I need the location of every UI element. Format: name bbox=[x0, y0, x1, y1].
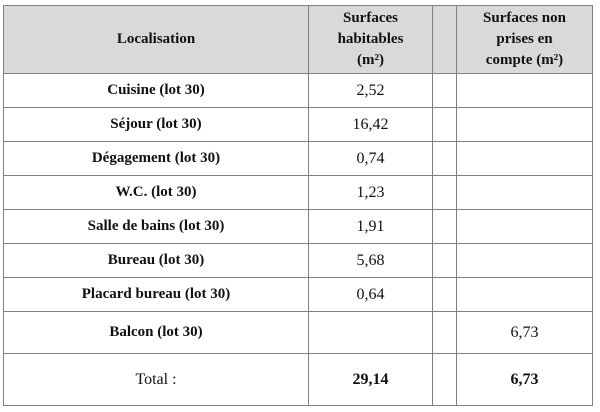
value-cell bbox=[456, 73, 593, 108]
table-row: Total : 29,14 6,73 bbox=[3, 353, 593, 406]
row-label: Dégagement (lot 30) bbox=[3, 141, 309, 176]
row-label: Cuisine (lot 30) bbox=[3, 73, 309, 108]
cell-text: 0,74 bbox=[356, 149, 385, 167]
cell-text: 6,73 bbox=[510, 323, 539, 341]
cell-text: 6,73 bbox=[510, 370, 539, 388]
cell-text: Salle de bains (lot 30) bbox=[87, 218, 225, 234]
value-cell bbox=[456, 243, 593, 278]
spacer-cell bbox=[432, 209, 457, 244]
header-cell: Surfaces non prises en compte (m²) bbox=[456, 5, 593, 74]
spacer-cell bbox=[432, 311, 457, 354]
header-cell: Localisation bbox=[3, 5, 309, 74]
row-label: Total : bbox=[3, 353, 309, 406]
table-row: Salle de bains (lot 30) 1,91 bbox=[3, 209, 593, 244]
table-row: Cuisine (lot 30) 2,52 bbox=[3, 73, 593, 108]
cell-text: 5,68 bbox=[356, 251, 385, 269]
cell-text: Séjour (lot 30) bbox=[110, 116, 202, 132]
spacer-cell bbox=[432, 353, 457, 406]
value-cell: 6,73 bbox=[456, 353, 593, 406]
cell-text: 29,14 bbox=[352, 370, 389, 388]
table-row: Balcon (lot 30) 6,73 bbox=[3, 311, 593, 354]
header-cell: Surfaces habitables (m²) bbox=[308, 5, 433, 74]
row-label: Balcon (lot 30) bbox=[3, 311, 309, 354]
value-cell bbox=[456, 175, 593, 210]
spacer-cell bbox=[432, 107, 457, 142]
cell-text: compte (m²) bbox=[485, 52, 564, 68]
spacer-cell bbox=[432, 73, 457, 108]
cell-text: Localisation bbox=[116, 31, 196, 47]
row-label: W.C. (lot 30) bbox=[3, 175, 309, 210]
header-row: Localisation Surfaces habitables (m²) Surfac… bbox=[3, 5, 593, 74]
surface-table: Localisation Surfaces habitables (m²) Surfac… bbox=[3, 5, 593, 406]
value-cell: 29,14 bbox=[308, 353, 433, 406]
cell-text: Bureau (lot 30) bbox=[107, 252, 205, 268]
cell-text: 1,23 bbox=[356, 183, 385, 201]
value-cell: 1,23 bbox=[308, 175, 433, 210]
value-cell bbox=[456, 141, 593, 176]
cell-text: (m²) bbox=[357, 52, 384, 68]
row-label: Séjour (lot 30) bbox=[3, 107, 309, 142]
cell-text: Cuisine (lot 30) bbox=[107, 82, 205, 98]
cell-text: habitables bbox=[337, 31, 404, 47]
spacer-cell bbox=[432, 5, 457, 74]
value-cell: 6,73 bbox=[456, 311, 593, 354]
value-cell: 0,64 bbox=[308, 277, 433, 312]
value-cell: 1,91 bbox=[308, 209, 433, 244]
value-cell bbox=[456, 209, 593, 244]
value-cell: 2,52 bbox=[308, 73, 433, 108]
value-cell bbox=[456, 277, 593, 312]
cell-text: Dégagement (lot 30) bbox=[91, 150, 221, 166]
row-label: Placard bureau (lot 30) bbox=[3, 277, 309, 312]
cell-text: 16,42 bbox=[352, 115, 389, 133]
cell-text: 0,64 bbox=[356, 285, 385, 303]
cell-text: Balcon (lot 30) bbox=[109, 324, 203, 340]
table-row: W.C. (lot 30) 1,23 bbox=[3, 175, 593, 210]
table-row: Séjour (lot 30) 16,42 bbox=[3, 107, 593, 142]
value-cell bbox=[456, 107, 593, 142]
cell-text: Surfaces non bbox=[483, 10, 566, 26]
row-label: Bureau (lot 30) bbox=[3, 243, 309, 278]
value-cell: 0,74 bbox=[308, 141, 433, 176]
table-row: Dégagement (lot 30) 0,74 bbox=[3, 141, 593, 176]
row-label: Salle de bains (lot 30) bbox=[3, 209, 309, 244]
spacer-cell bbox=[432, 175, 457, 210]
value-cell: 16,42 bbox=[308, 107, 433, 142]
spacer-cell bbox=[432, 277, 457, 312]
table-row: Bureau (lot 30) 5,68 bbox=[3, 243, 593, 278]
cell-text: prises en bbox=[496, 31, 553, 47]
spacer-cell bbox=[432, 243, 457, 278]
cell-text: 1,91 bbox=[356, 217, 385, 235]
value-cell bbox=[308, 311, 433, 354]
cell-text: Placard bureau (lot 30) bbox=[81, 286, 231, 302]
cell-text: W.C. (lot 30) bbox=[115, 184, 197, 200]
cell-text: 2,52 bbox=[356, 81, 385, 99]
value-cell: 5,68 bbox=[308, 243, 433, 278]
spacer-cell bbox=[432, 141, 457, 176]
table-row: Placard bureau (lot 30) 0,64 bbox=[3, 277, 593, 312]
cell-text: Total : bbox=[135, 370, 177, 388]
cell-text: Surfaces bbox=[343, 10, 398, 26]
